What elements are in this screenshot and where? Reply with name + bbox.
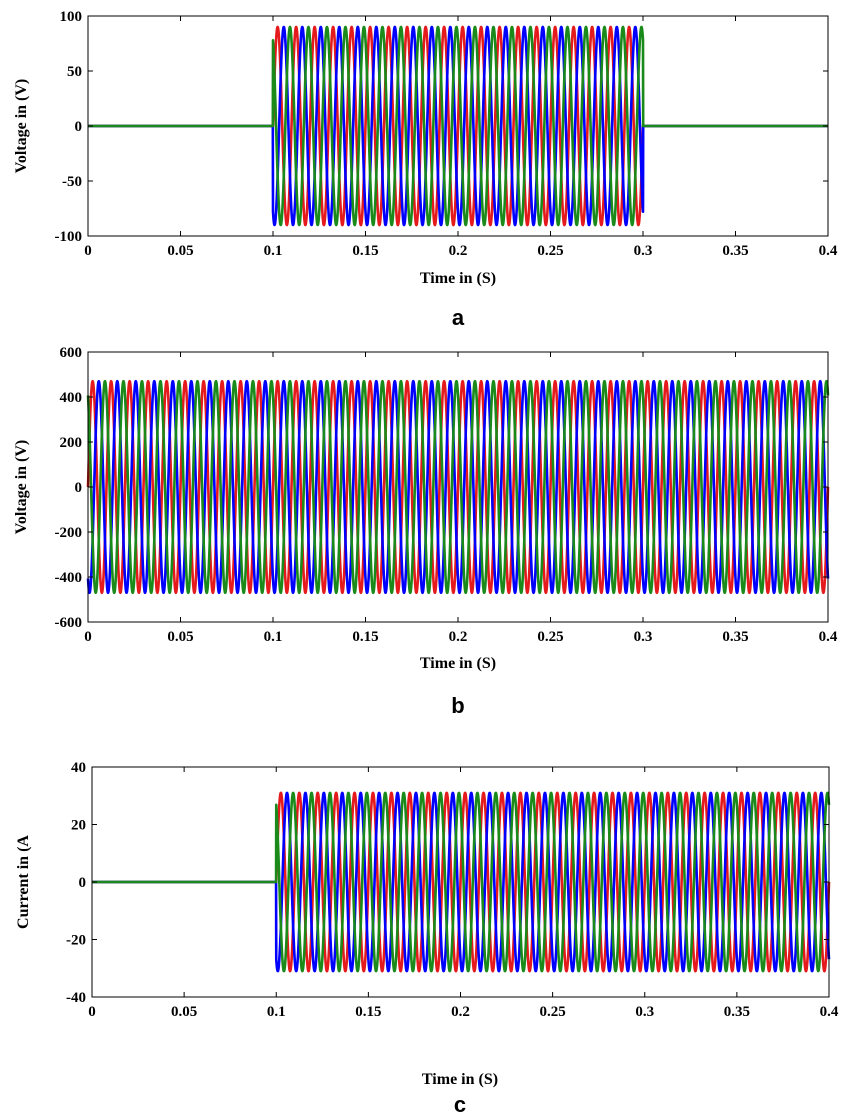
x-tick-label: 0.15 <box>352 629 378 645</box>
x-axis-label-b: Time in (S) <box>420 655 496 672</box>
x-tick-label: 0.05 <box>167 243 193 259</box>
x-tick-label: 0.35 <box>722 243 748 259</box>
y-tick-label: -600 <box>55 615 83 631</box>
y-tick-label: -100 <box>55 229 83 245</box>
y-tick-label: 400 <box>60 390 83 406</box>
series-layer-c <box>90 791 831 973</box>
y-tick-label: -400 <box>55 570 83 586</box>
x-tick-label: 0.3 <box>635 1004 654 1020</box>
series-line-b-1 <box>86 379 830 595</box>
chart-panel-c: 0 0.05 0.1 0.15 0.2 0.25 0.3 0.35 0.4 40 20 0 -20 -4… <box>15 760 839 1115</box>
x-tick-label: 0.15 <box>355 1004 381 1020</box>
x-tick-label: 0.4 <box>820 1004 839 1020</box>
x-tick-label: 0.4 <box>819 243 838 259</box>
x-tick-label: 0.3 <box>634 629 653 645</box>
x-tick-label: 0 <box>84 243 92 259</box>
x-tick-label: 0.05 <box>167 629 193 645</box>
chart-panel-b: 0 0.05 0.1 0.15 0.2 0.25 0.3 0.35 0.4 6004002000… <box>13 345 838 718</box>
x-tick-label: 0.05 <box>171 1004 197 1020</box>
x-tick-label: 0 <box>88 1004 96 1020</box>
y-ticks-b: 600 400 200 0 -200 -400 -600 <box>55 345 828 631</box>
series-line-b-2 <box>86 379 830 595</box>
y-axis-label-b: Voltage in (V) <box>13 440 30 535</box>
y-tick-label: 0 <box>75 480 83 496</box>
x-axis-label-c: Time in (S) <box>422 1071 498 1088</box>
x-tick-label: 0.4 <box>819 629 838 645</box>
x-tick-label: 0.35 <box>724 1004 750 1020</box>
y-tick-label: 100 <box>60 9 83 25</box>
y-tick-label: 600 <box>60 345 83 361</box>
x-tick-label: 0.2 <box>449 629 468 645</box>
y-tick-label: 20 <box>71 818 86 834</box>
x-tick-label: 0.1 <box>264 629 283 645</box>
x-tick-label: 0.25 <box>537 243 563 259</box>
y-tick-label: 0 <box>79 875 87 891</box>
x-tick-label: 0.3 <box>634 243 653 259</box>
x-tick-label: 0.25 <box>537 629 563 645</box>
y-ticks-a: 100 50 0 -50 -100 <box>55 9 828 245</box>
x-tick-label: 0.2 <box>449 243 468 259</box>
y-tick-label: -40 <box>66 990 86 1006</box>
series-line-c-2 <box>90 791 831 973</box>
y-tick-label: 40 <box>71 760 86 776</box>
y-tick-label: -200 <box>55 525 83 541</box>
panel-label-b: b <box>451 693 464 718</box>
x-tick-label: 0 <box>84 629 92 645</box>
x-ticks-b: 0 0.05 0.1 0.15 0.2 0.25 0.3 0.35 0.4 <box>84 352 838 645</box>
y-tick-label: -20 <box>66 933 86 949</box>
y-axis-label-a: Voltage in (V) <box>13 79 30 174</box>
panel-label-a: a <box>452 305 465 330</box>
series-line-a-2 <box>86 25 830 227</box>
series-line-b-0 <box>86 379 830 595</box>
panel-label-c: c <box>454 1092 466 1115</box>
y-tick-label: 0 <box>75 119 83 135</box>
x-ticks-c: 0 0.05 0.1 0.15 0.2 0.25 0.3 0.35 0.4 <box>88 767 839 1020</box>
y-axis-label-c: Current in (A <box>15 835 32 929</box>
chart-panel-a: 0 0.05 0.1 0.15 0.2 0.25 0.3 0.35 0.4 100 50 0 -50 -… <box>13 9 838 330</box>
x-ticks-a: 0 0.05 0.1 0.15 0.2 0.25 0.3 0.35 0.4 <box>84 16 838 259</box>
x-tick-label: 0.1 <box>267 1004 286 1020</box>
series-layer-b <box>86 379 830 595</box>
x-tick-label: 0.35 <box>722 629 748 645</box>
y-ticks-c: 40 20 0 -20 -40 <box>66 760 829 1006</box>
y-tick-label: 200 <box>60 435 83 451</box>
x-tick-label: 0.1 <box>264 243 283 259</box>
y-tick-label: -50 <box>62 174 82 190</box>
x-tick-label: 0.2 <box>451 1004 470 1020</box>
x-tick-label: 0.15 <box>352 243 378 259</box>
x-axis-label-a: Time in (S) <box>420 270 496 287</box>
y-tick-label: 50 <box>67 64 82 80</box>
series-layer-a <box>86 25 830 227</box>
x-tick-label: 0.25 <box>540 1004 566 1020</box>
